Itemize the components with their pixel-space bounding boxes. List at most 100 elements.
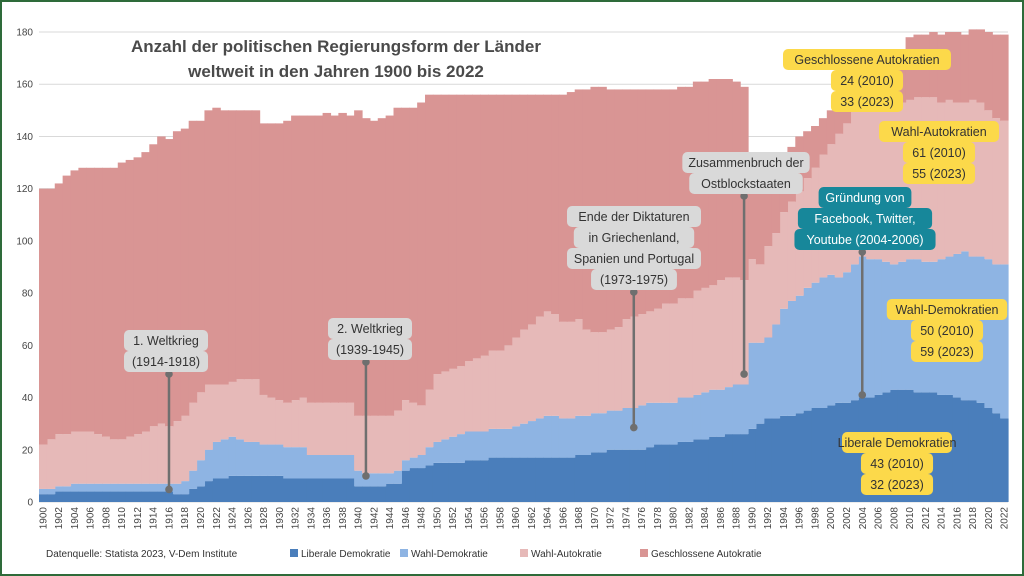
area-step: [897, 102, 907, 262]
annotation-box: [797, 208, 933, 229]
area-step: [141, 431, 150, 484]
legend-item: Wahl-Autokratie: [520, 549, 602, 560]
x-tick-label: 1966: [558, 507, 569, 530]
area-step: [149, 491, 158, 502]
annotation-text: (1914-1918): [132, 355, 200, 369]
area-step: [204, 110, 213, 385]
area-step: [141, 152, 150, 432]
y-tick-label: 40: [22, 393, 34, 404]
area-step: [692, 439, 702, 502]
area-step: [551, 314, 560, 416]
area-step: [716, 389, 725, 437]
x-tick-label: 1984: [700, 507, 711, 530]
area-step: [212, 441, 221, 479]
x-tick-label: 1982: [684, 507, 695, 530]
annotation-box: [682, 152, 810, 173]
area-step: [669, 402, 678, 445]
annotation-text: Ostblockstaaten: [701, 177, 791, 191]
area-step: [204, 384, 213, 450]
area-step: [102, 436, 111, 484]
area-step: [117, 439, 127, 484]
area-step: [574, 415, 584, 455]
x-tick-label: 1996: [795, 507, 806, 530]
area-step: [748, 342, 757, 429]
area-step: [125, 483, 135, 492]
area-step: [976, 29, 985, 103]
annotation-box: [910, 320, 984, 341]
area-step: [149, 483, 158, 492]
x-tick-label: 2008: [889, 507, 900, 530]
area-step: [275, 400, 284, 445]
area-step: [732, 434, 741, 502]
x-tick-label: 1988: [732, 507, 743, 530]
chart-title-line: Anzahl der politischen Regierungsform de…: [131, 37, 541, 56]
annotation-text: Geschlossene Autokratien: [794, 53, 939, 67]
x-tick-label: 2012: [921, 507, 932, 530]
area-step: [803, 410, 812, 502]
x-tick-label: 1958: [495, 507, 506, 530]
chart-title-line: weltweit in den Jahren 1900 bis 2022: [187, 62, 484, 81]
annotation-dot: [165, 370, 173, 378]
annotation-teal: Gründung von Facebook, Twitter, Youtube (2…: [794, 187, 936, 399]
area-step: [503, 94, 513, 346]
area-step: [306, 115, 316, 403]
area-step: [716, 436, 725, 502]
annotation-text: Youtube (2004-2006): [807, 233, 924, 247]
area-step: [519, 94, 529, 330]
area-step: [503, 457, 513, 502]
area-step: [54, 486, 64, 492]
area-step: [298, 115, 308, 398]
area-step: [109, 439, 119, 484]
area-step: [677, 298, 686, 398]
legend-item: Wahl-Demokratie: [400, 549, 488, 560]
annotation-gray: Ende der Diktaturen in Griechenland, Spani…: [567, 206, 701, 432]
y-tick-label: 60: [22, 341, 34, 352]
area-step: [763, 337, 773, 419]
area-step: [771, 233, 781, 325]
annotation-dot: [858, 248, 867, 256]
x-tick-label: 1956: [480, 507, 491, 530]
area-step: [700, 392, 710, 440]
area-step: [212, 384, 221, 442]
area-step: [488, 457, 497, 502]
area-step: [976, 402, 985, 502]
x-tick-label: 1912: [133, 507, 144, 530]
area-step: [212, 478, 221, 502]
x-tick-label: 2018: [968, 507, 979, 530]
area-step: [133, 434, 143, 484]
area-step: [968, 29, 978, 100]
area-step: [637, 449, 647, 502]
annotation-dot: [362, 358, 370, 366]
area-step: [432, 462, 442, 502]
area-step: [259, 475, 269, 502]
area-step: [606, 410, 615, 450]
area-step: [275, 123, 284, 401]
area-step: [243, 475, 253, 502]
area-step: [480, 431, 489, 461]
area-step: [992, 413, 1001, 502]
area-step: [196, 120, 206, 393]
area-step: [472, 358, 481, 432]
x-tick-label: 1910: [117, 507, 128, 530]
area-step: [795, 295, 804, 414]
area-step: [566, 457, 576, 502]
area-step: [196, 460, 206, 487]
area-step: [157, 483, 166, 492]
area-step: [78, 167, 87, 432]
x-tick-label: 2022: [1000, 507, 1011, 530]
annotation-dot: [858, 391, 867, 399]
area-step: [235, 475, 245, 502]
area-step: [39, 188, 48, 445]
area-step: [866, 259, 875, 398]
area-step: [511, 337, 521, 427]
legend-label: Geschlossene Autokratie: [651, 549, 762, 560]
area-step: [708, 389, 718, 437]
x-tick-label: 1904: [70, 507, 81, 530]
area-step: [338, 478, 347, 502]
area-step: [661, 402, 670, 445]
area-step: [425, 389, 434, 448]
area-step: [480, 355, 489, 432]
annotation-yellow: Liberale Demokratien 43 (2010) 32 (2023): [838, 432, 956, 495]
area-step: [62, 175, 72, 435]
